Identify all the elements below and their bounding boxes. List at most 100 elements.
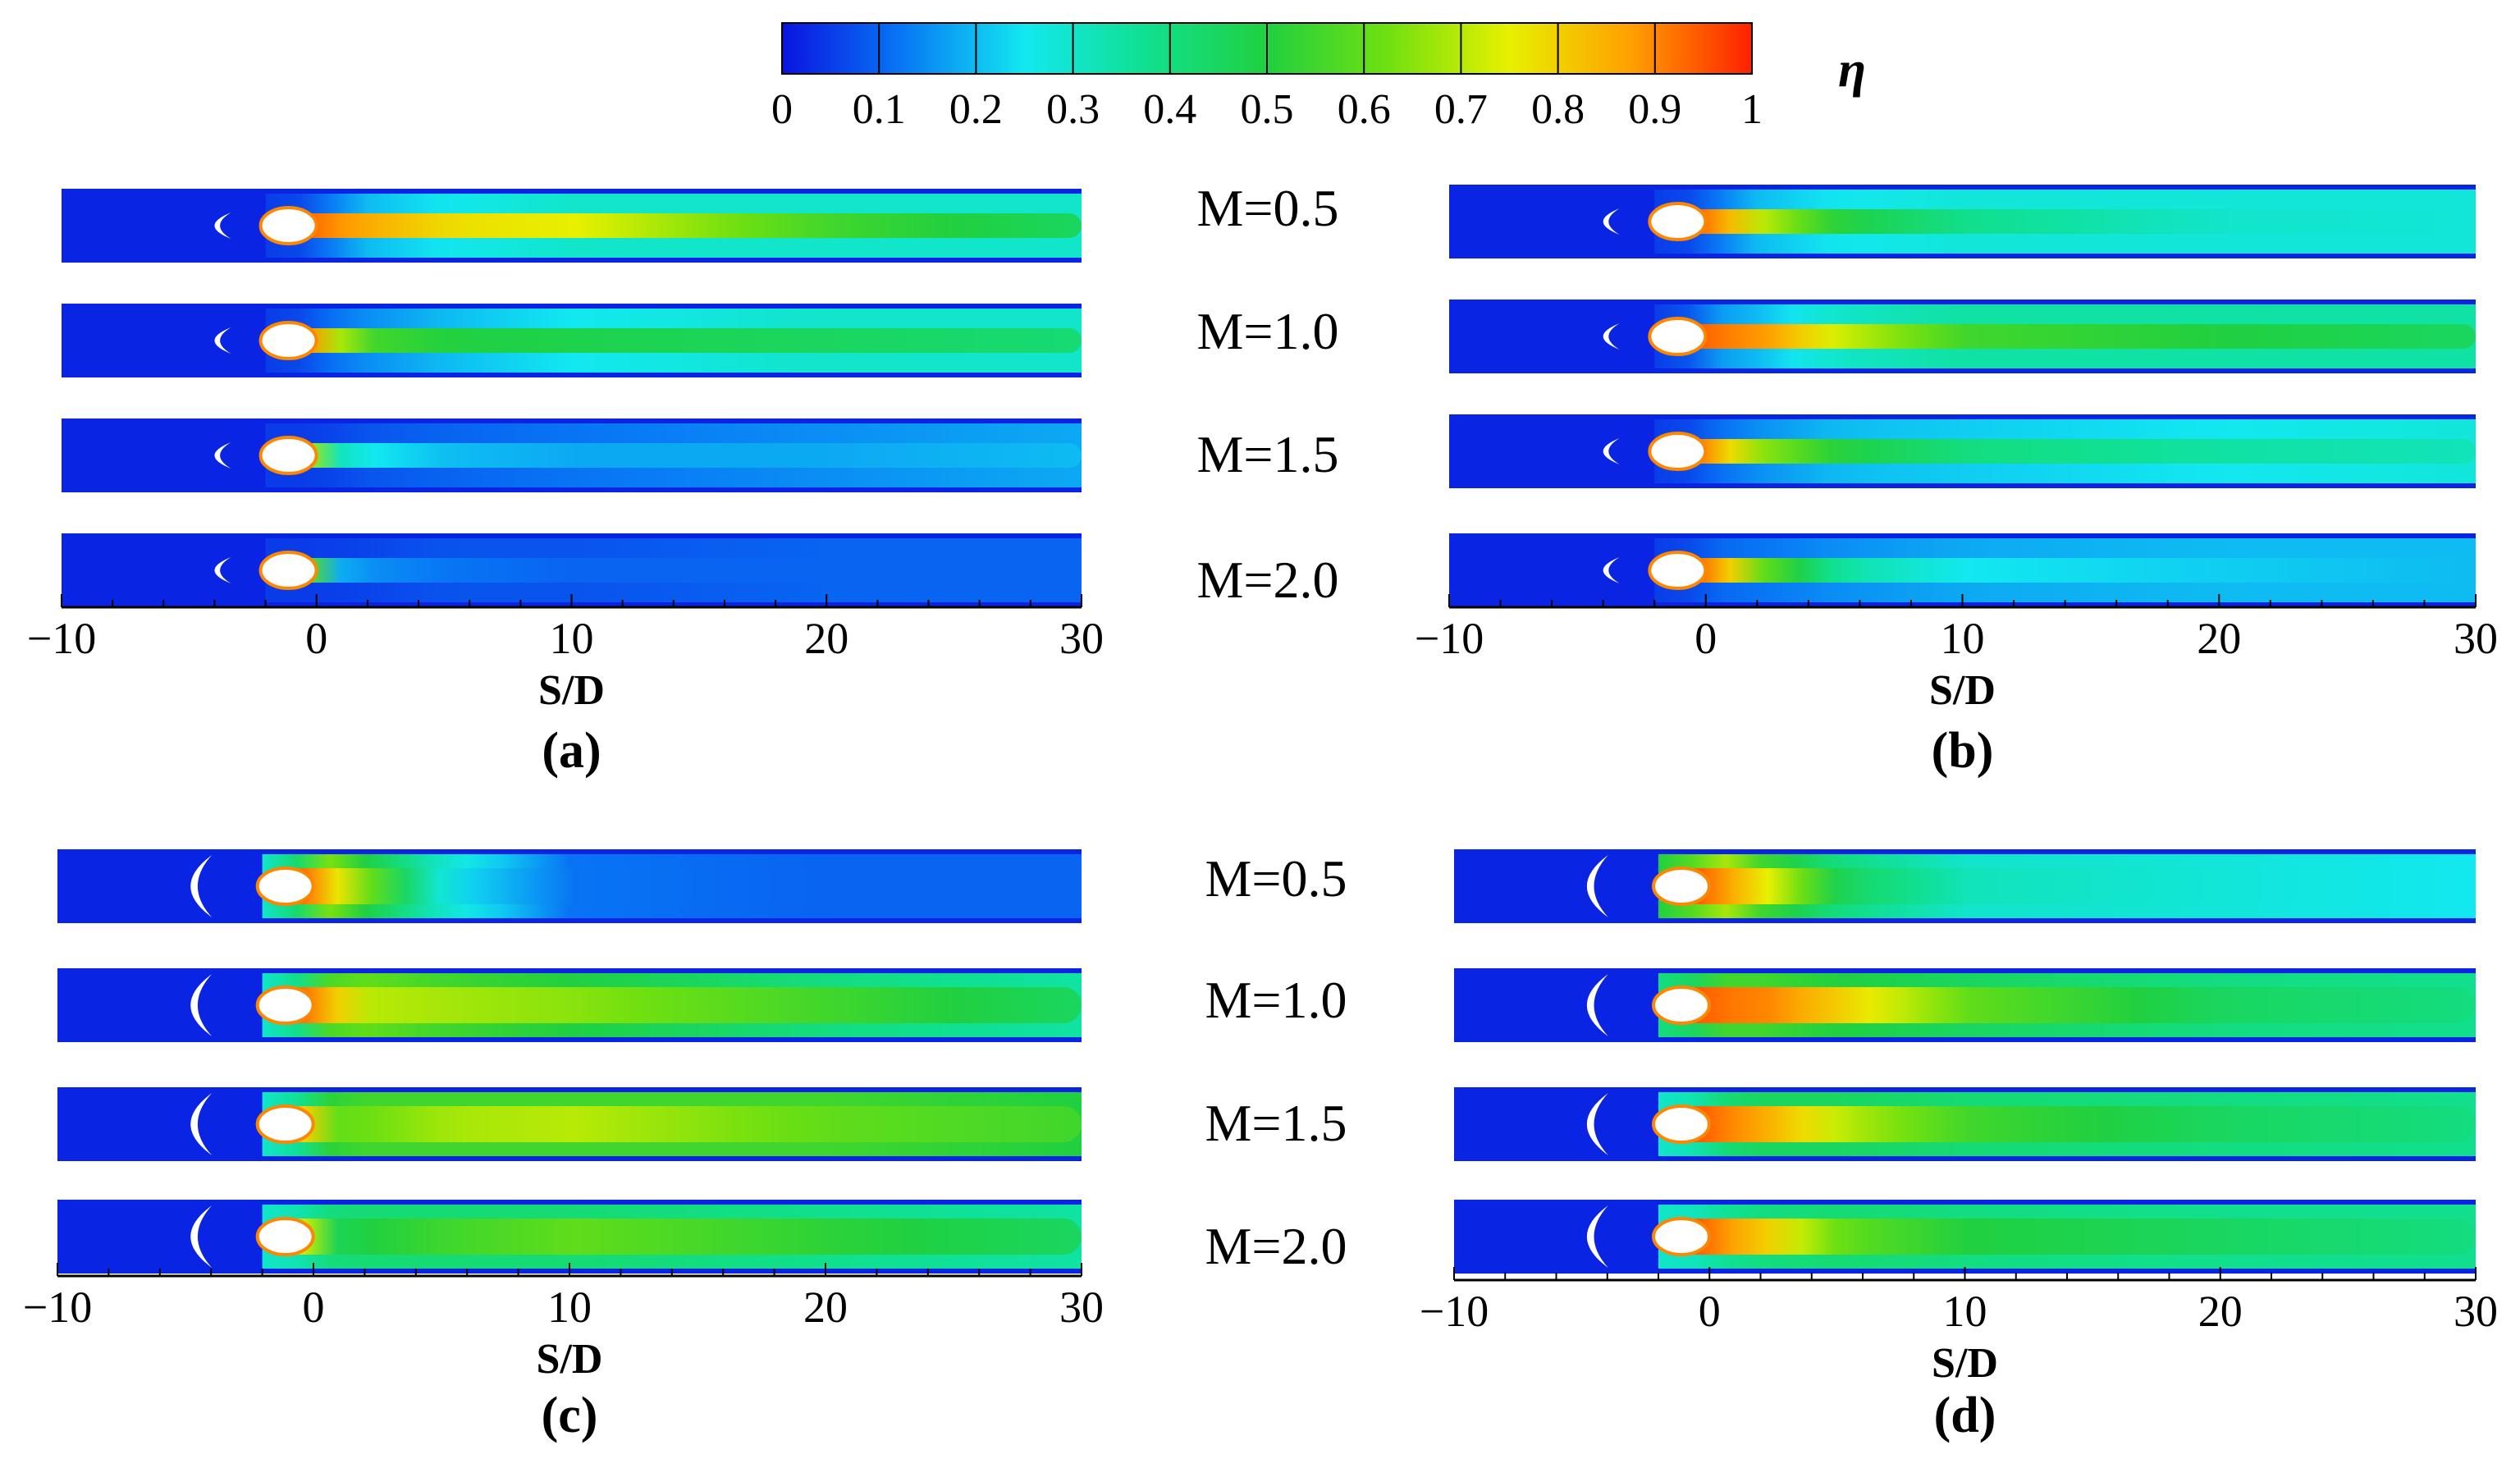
- panel-label: (b): [1932, 723, 1994, 779]
- crescent-footprint: [214, 213, 231, 239]
- cooling-hole: [1652, 986, 1712, 1025]
- crescent-footprint: [214, 327, 231, 354]
- crescent-footprint: [190, 1205, 213, 1268]
- x-tick-label: −10: [27, 614, 96, 663]
- panel-a: −10 0 10 20 30 S/D (a): [27, 189, 1104, 779]
- contour-strip-M=1.5: [57, 1087, 1082, 1161]
- blowing-ratio-label: M=1.0: [1197, 302, 1339, 360]
- crescent-footprint: [190, 974, 213, 1036]
- x-tick-label: 20: [2198, 1287, 2243, 1336]
- x-tick-label: 10: [547, 1283, 592, 1332]
- contour-strip-M=1.5: [1454, 1087, 2476, 1161]
- cooling-hole: [258, 206, 318, 245]
- crescent-footprint: [1586, 1093, 1608, 1155]
- contour-strip-M=1.0: [62, 304, 1082, 377]
- coolant-centerline-core: [273, 213, 1082, 238]
- x-tick-label: −10: [23, 1283, 92, 1332]
- contour-strip-M=0.5: [57, 849, 1082, 923]
- coolant-centerline-core: [1667, 1106, 2476, 1142]
- x-tick-label: −10: [1420, 1287, 1489, 1336]
- crescent-footprint: [1603, 438, 1620, 464]
- contour-strip-M=0.5: [1449, 185, 2476, 258]
- cooling-hole: [1652, 867, 1712, 906]
- x-tick-label: 20: [804, 614, 848, 663]
- coolant-centerline-core: [1667, 987, 2476, 1023]
- contour-strip-M=0.5: [1454, 849, 2476, 923]
- coolant-centerline-core: [1662, 439, 2476, 464]
- x-axis: −10 0 10 20 30 S/D: [1415, 594, 2498, 714]
- coolant-centerline-core: [273, 328, 1082, 353]
- x-tick-label: 0: [303, 1283, 325, 1332]
- colorbar-tick-label: 0.9: [1628, 86, 1681, 133]
- x-axis-label: S/D: [1929, 667, 1996, 714]
- contour-panels: −10 0 10 20 30 S/D (a) −10 0 10 20 30 S/D (b) −10 0 10 20…: [23, 185, 2498, 1443]
- contour-strip-M=1.5: [1449, 414, 2476, 488]
- colorbar-tick-label: 0.1: [853, 86, 906, 133]
- cooling-hole: [1652, 1104, 1712, 1144]
- contour-strip-M=1.5: [62, 418, 1082, 492]
- crescent-footprint: [190, 855, 213, 917]
- cooling-hole: [258, 436, 318, 475]
- colorbar-variable-label: η: [1838, 42, 1866, 98]
- colorbar: 0 0.1 0.2 0.3 0.4 0.5 0.6 0.7 0.8 0.9 1 η: [771, 22, 1866, 133]
- cooling-hole: [1648, 551, 1708, 590]
- coolant-centerline-core: [270, 1106, 1082, 1142]
- x-axis: −10 0 10 20 30 S/D: [1420, 1267, 2498, 1387]
- blowing-ratio-label: M=2.0: [1205, 1217, 1347, 1275]
- x-axis-label: S/D: [538, 667, 605, 714]
- contour-strip-M=2.0: [57, 1200, 1082, 1274]
- colorbar-tick-label: 0.8: [1531, 86, 1585, 133]
- contour-strip-M=0.5: [62, 189, 1082, 263]
- x-tick-label: 0: [1694, 614, 1717, 663]
- blowing-ratio-label: M=0.5: [1205, 849, 1347, 908]
- colorbar-tick-label: 0.4: [1143, 86, 1196, 133]
- panel-d: −10 0 10 20 30 S/D(d): [1420, 849, 2498, 1443]
- cooling-hole: [1648, 317, 1708, 356]
- coolant-centerline-core: [1662, 209, 2476, 234]
- crescent-footprint: [214, 442, 231, 469]
- x-tick-label: 30: [2454, 614, 2498, 663]
- crescent-footprint: [1603, 208, 1620, 235]
- panel-label: (c): [542, 1388, 598, 1443]
- contour-strip-M=2.0: [1454, 1200, 2476, 1274]
- x-tick-label: 10: [550, 614, 594, 663]
- colorbar-tick-label: 1: [1741, 86, 1763, 133]
- cooling-hole: [1648, 202, 1708, 241]
- blowing-ratio-label: M=1.0: [1205, 971, 1347, 1029]
- x-tick-label: 0: [1699, 1287, 1721, 1336]
- coolant-centerline-core: [270, 868, 1082, 904]
- coolant-centerline-core: [273, 558, 1082, 583]
- coolant-centerline-core: [1662, 324, 2476, 349]
- crescent-footprint: [190, 1093, 213, 1155]
- coolant-centerline-core: [270, 987, 1082, 1023]
- coolant-centerline-core: [1667, 1219, 2476, 1255]
- crescent-footprint: [1586, 974, 1608, 1036]
- blowing-ratio-label: M=0.5: [1197, 179, 1339, 237]
- x-tick-label: 30: [2454, 1287, 2498, 1336]
- cooling-hole: [1648, 432, 1708, 471]
- cooling-hole: [255, 986, 315, 1025]
- coolant-centerline-core: [1667, 868, 2476, 904]
- panel-c: −10 0 10 20 30 S/D (c): [23, 849, 1104, 1443]
- crescent-footprint: [1586, 1205, 1608, 1268]
- x-tick-label: −10: [1415, 614, 1484, 663]
- coolant-centerline-core: [270, 1219, 1082, 1255]
- cooling-hole: [255, 1217, 315, 1256]
- colorbar-tick-label: 0.6: [1338, 86, 1391, 133]
- colorbar-tick-label: 0.5: [1241, 86, 1294, 133]
- x-tick-label: 30: [1059, 614, 1104, 663]
- crescent-footprint: [1603, 557, 1620, 583]
- x-tick-label: 10: [1943, 1287, 1987, 1336]
- x-axis-label: S/D: [1932, 1340, 1998, 1387]
- coolant-centerline-core: [1662, 558, 2476, 583]
- crescent-footprint: [1603, 323, 1620, 350]
- blowing-ratio-label: M=1.5: [1197, 425, 1339, 483]
- contour-strip-M=1.0: [1454, 968, 2476, 1042]
- x-tick-label: 0: [305, 614, 327, 663]
- x-tick-label: 20: [803, 1283, 848, 1332]
- crescent-footprint: [1586, 855, 1608, 917]
- panel-label: (d): [1934, 1388, 1996, 1443]
- cooling-hole: [255, 867, 315, 906]
- colorbar-tick-label: 0.3: [1046, 86, 1100, 133]
- x-tick-label: 30: [1059, 1283, 1104, 1332]
